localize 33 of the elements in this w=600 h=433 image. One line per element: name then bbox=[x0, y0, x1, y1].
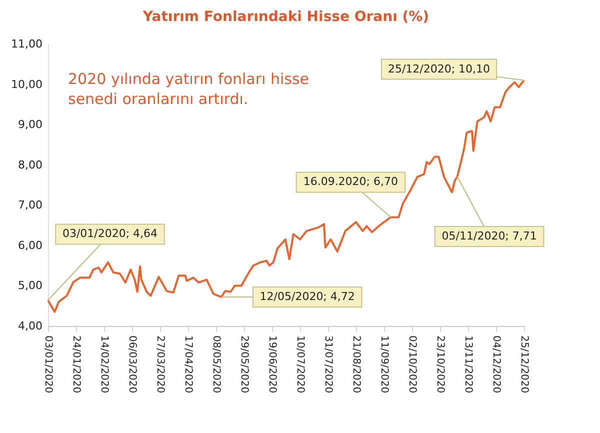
chart-title: Yatırım Fonlarındaki Hisse Oranı (%) bbox=[142, 9, 430, 25]
x-tick-label: 31/07/2020 bbox=[322, 336, 334, 394]
annotation: 25/12/2020; 10,10 bbox=[388, 62, 490, 76]
y-tick-label: 4,00 bbox=[18, 320, 42, 332]
x-tick-label: 04/12/2020 bbox=[490, 336, 502, 394]
annotation: 16.09.2020; 6,70 bbox=[303, 175, 398, 188]
y-tick-label: 9,00 bbox=[18, 118, 42, 132]
y-tick-label: 5,00 bbox=[18, 279, 42, 292]
x-tick-label: 08/05/2020 bbox=[210, 336, 222, 394]
x-tick-label: 29/05/2020 bbox=[238, 336, 250, 394]
annotation: 12/05/2020; 4,72 bbox=[260, 290, 355, 303]
x-tick-label: 21/08/2020 bbox=[350, 336, 362, 394]
x-tick-label: 10/07/2020 bbox=[294, 336, 306, 394]
x-tick-label: 19/06/2020 bbox=[266, 336, 278, 394]
y-tick-label: 8,00 bbox=[18, 158, 42, 172]
annotation: 2020 yılında yatırın fonları hisse senedi oranlarını artırdı. bbox=[68, 70, 309, 108]
x-tick-label: 06/03/2020 bbox=[126, 336, 138, 394]
x-tick-label: 02/10/2020 bbox=[406, 336, 418, 394]
y-tick-label: 6,00 bbox=[18, 238, 42, 252]
annotation: 03/01/2020; 4,64 bbox=[62, 227, 158, 240]
x-tick-label: 25/12/2020 bbox=[518, 336, 530, 394]
x-tick-label: 03/01/2020 bbox=[42, 336, 54, 394]
y-tick-label: 10,00 bbox=[11, 78, 42, 91]
x-tick-label: 23/10/2020 bbox=[434, 336, 446, 394]
y-tick-label: 11,00 bbox=[11, 38, 42, 50]
annotation: 05/11/2020; 7,71 bbox=[442, 230, 537, 243]
x-tick-label: 13/11/2020 bbox=[462, 336, 474, 394]
x-tick-label: 27/03/2020 bbox=[154, 336, 166, 394]
y-tick-label: 7,00 bbox=[18, 198, 42, 212]
x-tick-label: 14/02/2020 bbox=[98, 336, 110, 394]
x-tick-label: 17/04/2020 bbox=[182, 336, 194, 394]
x-tick-label: 11/09/2020 bbox=[378, 336, 390, 394]
x-tick-label: 24/01/2020 bbox=[70, 336, 82, 394]
